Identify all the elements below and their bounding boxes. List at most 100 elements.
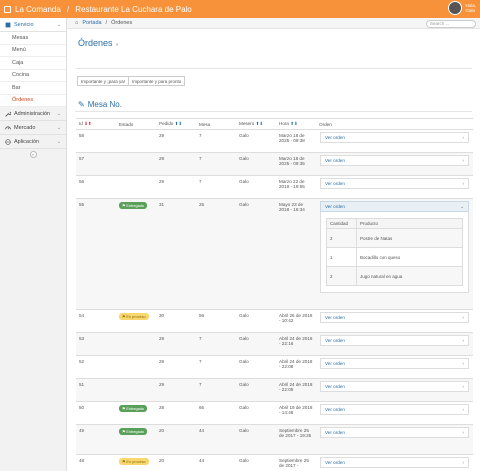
logo[interactable]: La Comanda bbox=[0, 5, 67, 14]
status-badge: ⚑ Entregado bbox=[119, 405, 147, 412]
cell-id: 50 bbox=[76, 401, 116, 425]
status-badge: ⚑ Entregado bbox=[119, 428, 147, 435]
breadcrumb-separator: / bbox=[105, 20, 108, 26]
wrench-icon bbox=[5, 111, 11, 117]
tab-bar: Importante y ¡para ya! Importante y para… bbox=[77, 76, 186, 86]
cell-status bbox=[116, 355, 156, 379]
cell-pedido: 20 bbox=[156, 454, 196, 471]
cell-hora: Marzo 22 de 2019 - 19:55 bbox=[276, 175, 316, 199]
cell-mesa: 7 bbox=[196, 355, 236, 379]
chevron-left-icon: ‹ bbox=[462, 181, 465, 186]
gauge-icon bbox=[5, 125, 11, 129]
sidebar-item-mesas[interactable]: Mesas bbox=[0, 32, 66, 45]
cell-status bbox=[116, 129, 156, 153]
table-row: 51 29 7 Galo Abril 24 de 2018 - 22:05 Ve… bbox=[76, 378, 473, 402]
table-row: 57 29 7 Galo Marzo 18 de 2025 - 09:35 Ve… bbox=[76, 152, 473, 176]
column-header-mesero[interactable]: Mesero ⬆⬇ bbox=[236, 118, 276, 130]
search-input[interactable]: Search ... bbox=[426, 20, 476, 28]
sidebar-item-caja[interactable]: Caja bbox=[0, 57, 66, 70]
section-title: Mesa No. bbox=[87, 100, 122, 109]
table-row: 55 ⚑ Entregado 31 25 Galo Mayo 23 de 2018… bbox=[76, 198, 473, 310]
cell-mesero: Galo bbox=[236, 309, 276, 333]
cell-hora: Marzo 18 de 2025 - 09:38 bbox=[276, 129, 316, 153]
sidebar-group-servicio[interactable]: Servicio ⌄ bbox=[0, 18, 66, 32]
cell-pedido: 29 bbox=[156, 129, 196, 153]
view-order-button[interactable]: Ver orden ‹ bbox=[320, 155, 469, 166]
chevron-left-icon: ‹ bbox=[462, 361, 465, 366]
table-row: 2 Jugo natural en agua bbox=[326, 266, 463, 286]
cell-mesa: 44 bbox=[196, 454, 236, 471]
edit-icon bbox=[4, 5, 11, 13]
chevron-left-icon: ‹ bbox=[462, 158, 465, 163]
cell-product: Jugo natural en agua bbox=[356, 266, 463, 286]
status-badge: ⚑ En proceso bbox=[119, 458, 149, 465]
avatar bbox=[448, 1, 463, 15]
cell-pedido: 29 bbox=[156, 355, 196, 379]
column-header-id[interactable]: Id ⬇⬆ bbox=[76, 118, 116, 130]
cell-pedido: 29 bbox=[156, 175, 196, 199]
cell-mesero: Galo bbox=[236, 401, 276, 425]
sort-icon[interactable]: ⬆⬇ bbox=[255, 121, 264, 126]
sidebar-group-administracion[interactable]: Administración ⌄ bbox=[0, 107, 66, 121]
chevron-left-icon: ‹ bbox=[462, 338, 465, 343]
table-row: 48 ⚑ En proceso 20 44 Galo Septiembre 25 … bbox=[76, 454, 473, 471]
view-order-button[interactable]: Ver orden ‹ bbox=[320, 457, 469, 468]
view-order-button[interactable]: Ver orden ‹ bbox=[320, 312, 469, 323]
cell-mesa: 7 bbox=[196, 175, 236, 199]
view-order-button[interactable]: Ver orden ‹ bbox=[320, 178, 469, 189]
sort-icon[interactable]: ⬆⬇ bbox=[174, 121, 183, 126]
cell-pedido: 29 bbox=[156, 152, 196, 176]
cell-status bbox=[116, 175, 156, 199]
cell-id: 57 bbox=[76, 152, 116, 176]
cell-mesa: 7 bbox=[196, 152, 236, 176]
collapse-sidebar-icon[interactable]: « bbox=[29, 151, 37, 158]
sidebar-item-bar[interactable]: Bar bbox=[0, 82, 66, 95]
status-badge: ⚑ Entregado bbox=[119, 202, 147, 209]
cell-mesero: Galo bbox=[236, 355, 276, 379]
sidebar-group-label: Administración bbox=[14, 110, 51, 117]
tab-importante-pronto[interactable]: Importante y para pronto bbox=[129, 76, 186, 86]
view-order-button[interactable]: Ver orden ⌄ bbox=[320, 201, 469, 212]
cell-hora: Septiembre 25 de 2017 - 19:25 bbox=[276, 424, 316, 455]
column-header-hora[interactable]: Hora ⬆⬇ bbox=[276, 118, 316, 130]
column-header-pedido[interactable]: Pedido ⬆⬇ bbox=[156, 118, 196, 130]
view-order-button[interactable]: Ver orden ‹ bbox=[320, 427, 469, 438]
cell-qty: 1 bbox=[326, 247, 357, 267]
table-row: 53 29 7 Galo Abril 24 de 2018 - 22:16 Ve… bbox=[76, 332, 473, 356]
sidebar-item-ordenes[interactable]: Órdenes bbox=[0, 94, 66, 107]
cell-pedido: 30 bbox=[156, 309, 196, 333]
cell-mesa: 7 bbox=[196, 332, 236, 356]
sort-icon[interactable]: ⬆⬇ bbox=[290, 121, 298, 126]
cell-product: Postre de Natas bbox=[356, 228, 463, 248]
chevron-left-icon: ‹ bbox=[462, 460, 465, 465]
view-order-button[interactable]: Ver orden ‹ bbox=[320, 132, 469, 143]
user-menu[interactable]: Hola, Galo bbox=[448, 1, 476, 15]
page-subtitle: » bbox=[115, 42, 119, 48]
cell-status bbox=[116, 378, 156, 402]
view-order-button[interactable]: Ver orden ‹ bbox=[320, 404, 469, 415]
cell-hora: Abril 26 de 2018 - 10:42 bbox=[276, 309, 316, 333]
chevron-left-icon: ‹ bbox=[462, 315, 465, 320]
cell-id: 56 bbox=[76, 175, 116, 199]
sort-icon[interactable]: ⬇⬆ bbox=[84, 121, 92, 126]
cell-status: ⚑ Entregado bbox=[116, 401, 156, 425]
sidebar-item-menu[interactable]: Menú bbox=[0, 44, 66, 57]
home-icon[interactable]: ⌂ bbox=[75, 20, 79, 26]
flag-icon: ⚑ bbox=[122, 315, 126, 319]
breadcrumb-home[interactable]: Portada bbox=[82, 20, 102, 26]
view-order-button[interactable]: Ver orden ‹ bbox=[320, 358, 469, 369]
sidebar-group-mercado[interactable]: Mercado ⌄ bbox=[0, 121, 66, 135]
sidebar-item-cocina[interactable]: Cocina bbox=[0, 69, 66, 82]
chevron-down-icon: ⌄ bbox=[56, 110, 61, 117]
view-order-button[interactable]: Ver orden ‹ bbox=[320, 335, 469, 346]
table-row: 54 ⚑ En proceso 30 56 Galo Abril 26 de 20… bbox=[76, 309, 473, 333]
view-order-button[interactable]: Ver orden ‹ bbox=[320, 381, 469, 392]
sidebar-group-aplicacion[interactable]: Aplicación ⌄ bbox=[0, 135, 66, 149]
cell-pedido: 29 bbox=[156, 378, 196, 402]
column-header-mesa: Mesa bbox=[196, 118, 236, 130]
flag-icon: ⚑ bbox=[122, 430, 126, 434]
breadcrumb-current: Órdenes bbox=[111, 20, 133, 26]
table-header-row: Id ⬇⬆ Estado Pedido ⬆⬇ Mesa Mesero ⬆⬇ Ho… bbox=[76, 118, 473, 130]
tab-importante-ya[interactable]: Importante y ¡para ya! bbox=[77, 76, 130, 86]
cell-mesero: Galo bbox=[236, 129, 276, 153]
